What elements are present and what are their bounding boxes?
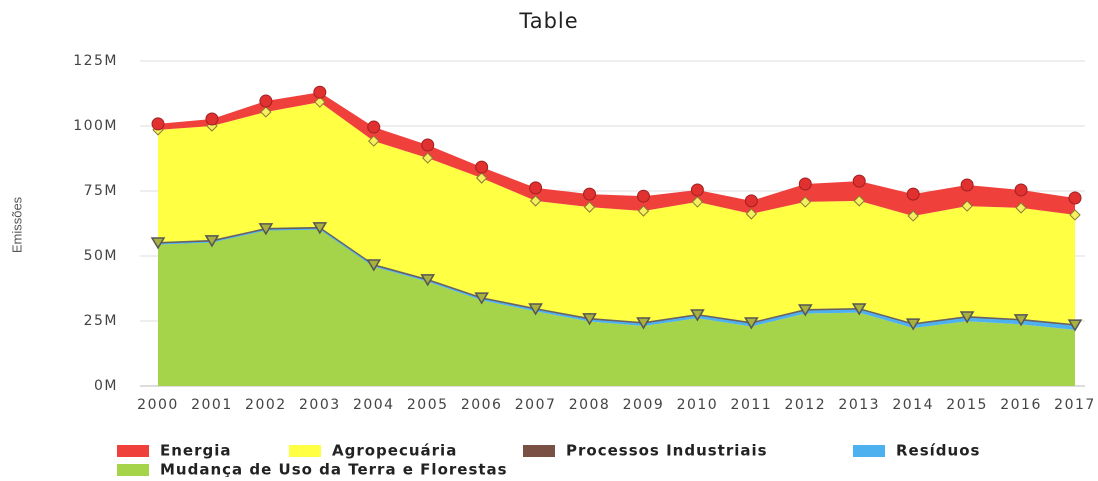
- marker: [475, 160, 489, 174]
- x-tick-label: 2009: [623, 397, 665, 413]
- marker: [1069, 209, 1081, 221]
- marker: [960, 178, 974, 192]
- y-tick-label: 100M: [73, 118, 118, 134]
- y-tick-label: 125M: [73, 53, 118, 69]
- x-tick-label: 2007: [515, 397, 557, 413]
- x-tick-label: 2014: [892, 397, 934, 413]
- marker: [905, 318, 921, 331]
- x-tick-label: 2002: [245, 397, 287, 413]
- marker: [851, 303, 867, 316]
- marker: [368, 135, 380, 147]
- marker: [313, 85, 327, 99]
- marker: [852, 174, 866, 188]
- legend-swatch: [117, 445, 149, 457]
- legend-label: Resíduos: [896, 442, 980, 460]
- marker: [528, 303, 543, 316]
- x-tick-label: 2017: [1054, 397, 1096, 413]
- x-tick-label: 2005: [407, 397, 449, 413]
- x-tick-label: 2006: [461, 397, 503, 413]
- marker: [907, 210, 919, 222]
- x-tick-label: 2003: [299, 397, 341, 413]
- marker: [204, 235, 220, 248]
- marker: [151, 117, 165, 131]
- y-tick-label: 50M: [84, 248, 118, 264]
- x-tick-label: 2010: [677, 397, 719, 413]
- marker: [314, 96, 326, 108]
- marker: [1013, 314, 1029, 327]
- marker: [906, 187, 920, 201]
- marker: [366, 259, 382, 272]
- marker: [636, 317, 651, 330]
- area: [158, 228, 1075, 330]
- marker: [421, 138, 435, 152]
- marker: [1014, 183, 1028, 197]
- y-axis-label: Emissões: [9, 196, 24, 253]
- marker: [798, 177, 812, 191]
- x-tick-label: 2013: [838, 397, 880, 413]
- marker: [744, 194, 758, 208]
- legend-swatch: [853, 445, 885, 457]
- marker: [959, 311, 975, 324]
- marker: [961, 200, 973, 212]
- marker: [797, 304, 813, 317]
- x-tick-label: 2011: [731, 397, 773, 413]
- marker: [1068, 191, 1082, 205]
- x-tick-label: 2004: [353, 397, 395, 413]
- x-tick-label: 2000: [137, 397, 179, 413]
- legend-label: Energia: [160, 442, 232, 460]
- marker: [529, 195, 542, 207]
- marker: [745, 208, 758, 220]
- marker: [691, 196, 704, 208]
- marker: [690, 309, 705, 322]
- legend-label: Agropecuária: [332, 442, 457, 460]
- marker: [475, 172, 488, 184]
- x-tick-label: 2016: [1000, 397, 1042, 413]
- marker: [690, 183, 704, 197]
- marker: [150, 237, 166, 250]
- legend-label: Processos Industriais: [566, 442, 768, 460]
- marker: [1067, 319, 1083, 332]
- legend-swatch: [117, 464, 149, 476]
- area: [158, 102, 1075, 325]
- x-tick-label: 2012: [784, 397, 826, 413]
- x-tick-label: 2001: [191, 397, 233, 413]
- area: [158, 229, 1075, 386]
- area: [158, 92, 1075, 216]
- marker: [205, 112, 219, 126]
- marker: [799, 196, 812, 208]
- marker: [582, 313, 597, 326]
- marker: [260, 106, 272, 118]
- marker: [636, 189, 650, 203]
- marker: [367, 120, 381, 134]
- marker: [312, 222, 328, 235]
- chart-title: Table: [518, 9, 578, 33]
- marker: [259, 94, 273, 108]
- marker: [637, 205, 650, 217]
- marker: [529, 181, 543, 195]
- marker: [1015, 202, 1027, 214]
- x-tick-label: 2008: [569, 397, 611, 413]
- legend-swatch: [289, 445, 321, 457]
- marker: [583, 201, 596, 213]
- x-tick-label: 2015: [946, 397, 988, 413]
- y-tick-label: 75M: [84, 183, 118, 199]
- marker: [258, 223, 274, 236]
- legend-swatch: [523, 445, 555, 457]
- y-tick-label: 0M: [94, 378, 118, 394]
- y-tick-label: 25M: [84, 313, 118, 329]
- marker: [421, 152, 434, 164]
- marker: [474, 292, 489, 305]
- marker: [744, 317, 759, 330]
- marker: [420, 274, 436, 287]
- marker: [853, 195, 865, 207]
- marker: [583, 187, 597, 201]
- legend-label: Mudança de Uso da Terra e Florestas: [160, 461, 508, 478]
